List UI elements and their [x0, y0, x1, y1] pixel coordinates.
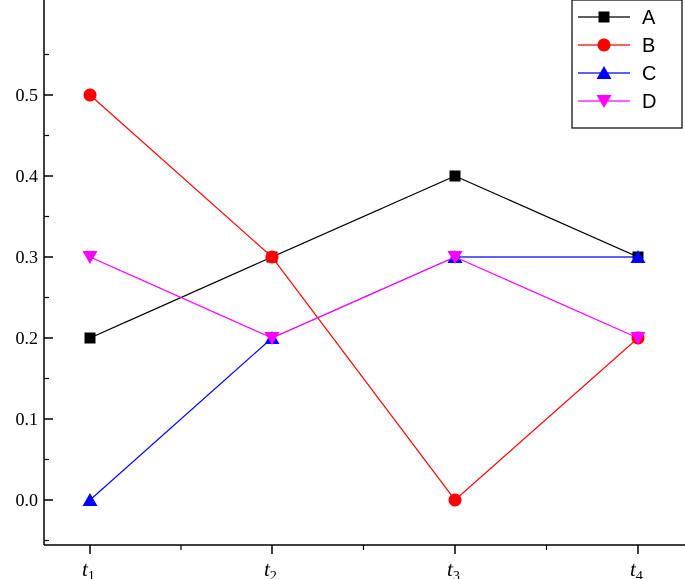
legend-marker	[596, 66, 612, 79]
legend-item-D: D	[578, 91, 656, 113]
x-tick-label: t3	[447, 557, 460, 579]
data-point-A	[449, 170, 461, 182]
series-line-B	[89, 94, 639, 501]
legend-label: C	[642, 63, 656, 85]
legend-marker	[597, 38, 611, 52]
data-point-B	[448, 493, 462, 507]
y-tick-label: 0.0	[16, 490, 39, 510]
data-point-D	[264, 332, 280, 345]
series-line-D	[89, 256, 639, 339]
data-point-B	[265, 250, 279, 264]
legend-box	[571, 0, 683, 129]
y-tick-label: 0.1	[16, 409, 39, 429]
data-point-A	[84, 332, 96, 344]
series-B	[83, 88, 645, 507]
legend-item-C: C	[578, 63, 656, 85]
x-tick-label: t4	[630, 557, 643, 579]
x-tick-label: t2	[264, 557, 277, 579]
data-point-D	[82, 251, 98, 264]
legend-marker	[598, 11, 610, 23]
data-point-B	[83, 88, 97, 102]
legend-label: D	[642, 91, 656, 113]
data-point-D	[630, 332, 646, 345]
legend-item-B: B	[578, 35, 655, 57]
data-point-C	[630, 250, 646, 263]
axes: 0.0 0.1 0.2 0.3 0.4 0.5 t1 t2 t3 t4	[16, 0, 685, 579]
legend-marker	[596, 95, 612, 108]
series-C	[82, 250, 646, 506]
data-point-D	[447, 251, 463, 264]
series-D	[82, 251, 646, 345]
data-point-C	[82, 493, 98, 506]
legend-item-A: A	[578, 7, 656, 29]
y-tick-label: 0.2	[16, 328, 39, 348]
series-layer	[82, 88, 646, 507]
legend-label: A	[642, 7, 656, 29]
y-tick-label: 0.5	[16, 85, 39, 105]
legend-label: B	[642, 35, 655, 57]
x-tick-label: t1	[82, 557, 95, 579]
y-tick-label: 0.4	[16, 166, 39, 186]
y-tick-label: 0.3	[16, 247, 39, 267]
